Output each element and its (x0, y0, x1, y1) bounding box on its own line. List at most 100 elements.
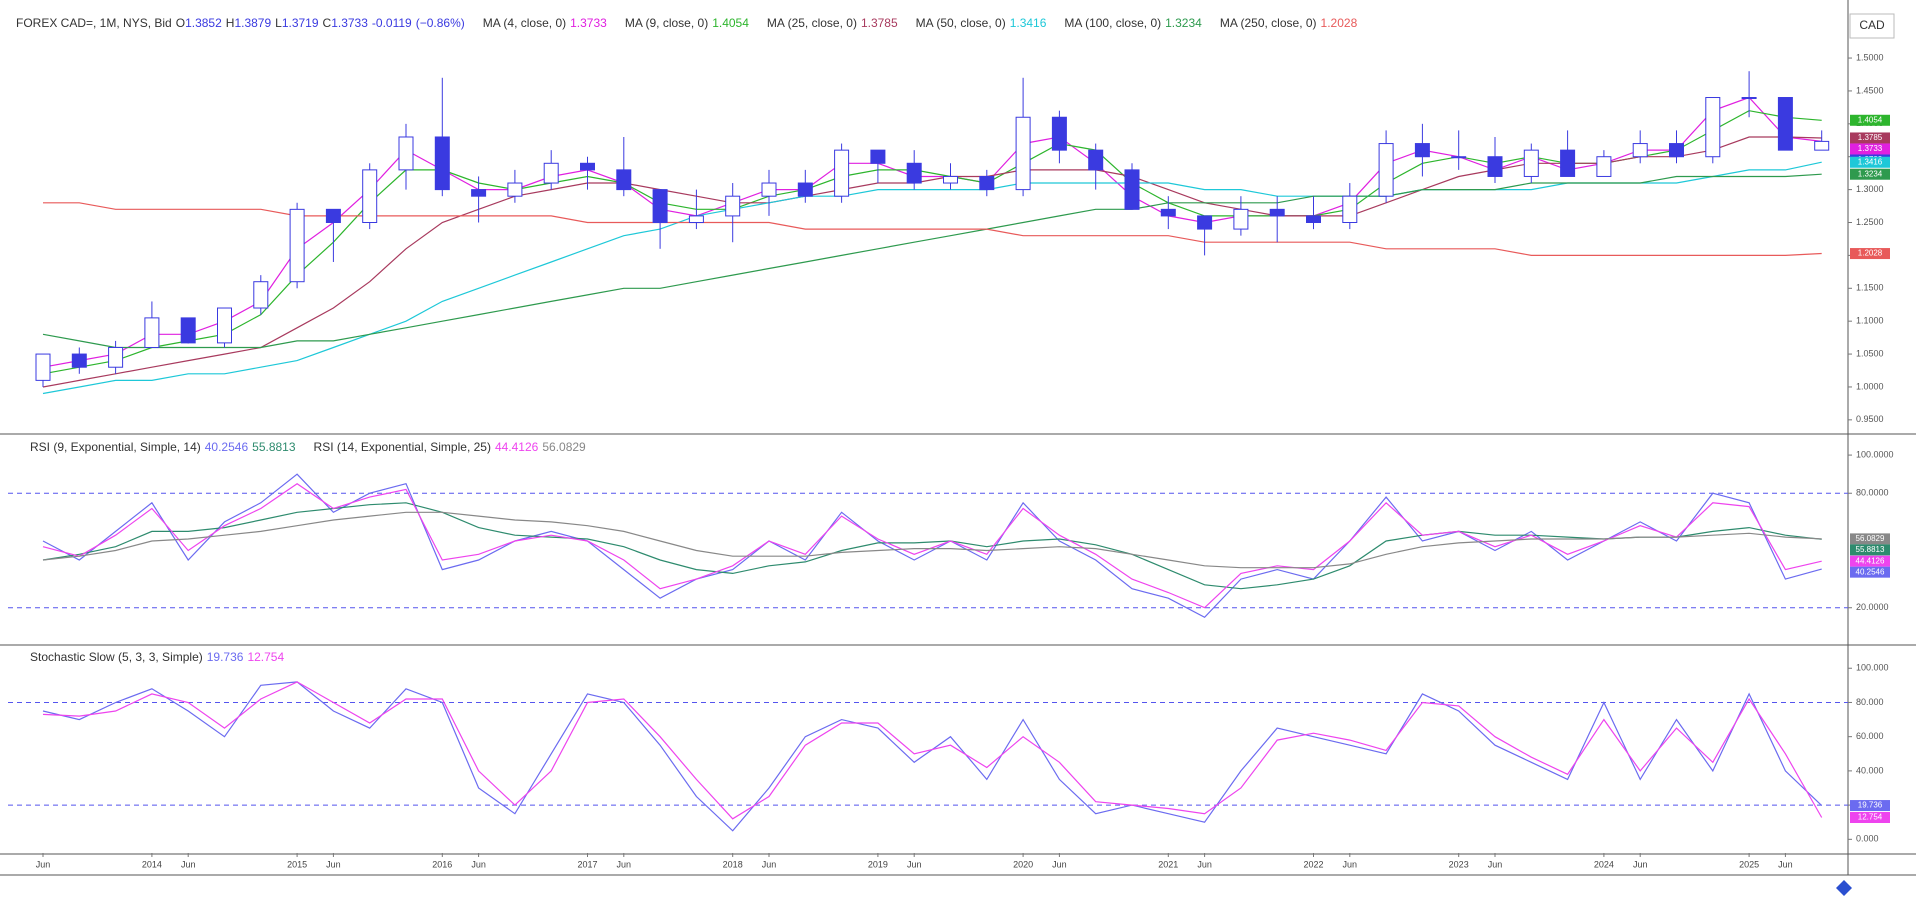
y-tick-label: 1.0000 (1856, 381, 1884, 391)
value-badge (1850, 555, 1890, 567)
legend-name: RSI (14, Exponential, Simple, 25) (313, 440, 491, 454)
legend-value: 44.4126 (494, 440, 539, 454)
panel-header: FOREX CAD=, 1M, NYS, Bid O1.3852 H1.3879 L1… (16, 16, 1361, 30)
currency: CAD (1859, 18, 1885, 32)
value-badge-label: 1.3733 (1858, 144, 1883, 153)
ohlc-value: 1.3719 (281, 16, 319, 30)
legend-value: 40.2546 (204, 440, 249, 454)
candle-body (1051, 116, 1067, 151)
candle-body (1015, 116, 1031, 191)
value-badge (1850, 800, 1890, 812)
candle-body (398, 136, 414, 171)
series-line (42, 502, 1822, 590)
candle-body (1487, 156, 1503, 177)
y-tick-label: 1.0500 (1856, 348, 1884, 358)
candle-body (943, 175, 958, 184)
value-badge (1850, 114, 1890, 126)
value-badge-label: 56.0829 (1856, 534, 1885, 543)
value-badge-label: 1.4054 (1858, 115, 1883, 124)
candle-body (1160, 208, 1176, 217)
candle-body (289, 208, 305, 283)
legend-value: 12.754 (247, 650, 285, 664)
candle-body (1741, 97, 1757, 100)
legend-name: MA (100, close, 0) (1064, 16, 1162, 30)
panel-header: Stochastic Slow (5, 3, 3, Simple) 19.736 1… (16, 650, 288, 664)
series-line (42, 681, 1823, 820)
x-tick-label: 2025 (1739, 859, 1759, 869)
value-badge (1850, 544, 1890, 556)
candle-body (71, 353, 87, 368)
x-tick-label: 2022 (1303, 859, 1323, 869)
y-tick-label: 1.2500 (1856, 217, 1884, 227)
y-tick-label: 1.1000 (1856, 316, 1884, 326)
legend-value: 1.3234 (1165, 16, 1202, 30)
ohlc-label: L (275, 16, 282, 30)
legend-value: 1.2028 (1320, 16, 1358, 30)
legend-value: 56.0829 (542, 440, 586, 454)
series-line (42, 173, 1822, 349)
candle-body (434, 136, 450, 191)
x-tick-label: Jun (1633, 859, 1648, 869)
currency-box (1849, 13, 1895, 39)
x-tick-label: Jun (1197, 859, 1212, 869)
candle-body (1451, 156, 1467, 159)
panel-header: RSI (9, Exponential, Simple, 14) 40.2546 5… (16, 440, 590, 454)
legend-name: Stochastic Slow (5, 3, 3, Simple) (30, 650, 203, 664)
ohlc-value: 1.3879 (234, 16, 272, 30)
series-line (42, 511, 1822, 569)
legend-value: 19.736 (206, 650, 244, 664)
value-badge-label: 1.3416 (1858, 157, 1883, 166)
legend-value: 55.8813 (252, 440, 296, 454)
candle-body (1705, 97, 1721, 158)
header-title: FOREX CAD=, 1M, NYS, Bid (16, 16, 172, 30)
x-tick-label: Jun (36, 859, 51, 869)
x-tick-label: Jun (1052, 859, 1067, 869)
value-badge-label: 55.8813 (1856, 545, 1885, 554)
ohlc-value: 1.3733 (331, 16, 368, 30)
candle-body (253, 281, 269, 309)
change-pct: (−0.86%) (415, 16, 465, 30)
value-badge-label: 1.3234 (1858, 169, 1883, 178)
x-tick-label: 2014 (142, 859, 162, 869)
x-tick-label: 2017 (577, 859, 597, 869)
candle-body (1523, 149, 1539, 177)
candle-body (870, 149, 886, 164)
x-tick-label: 2015 (287, 859, 307, 869)
x-tick-label: Jun (326, 859, 341, 869)
y-tick-label: 1.3000 (1856, 184, 1884, 194)
candle-body (1777, 97, 1793, 151)
candle-body (1233, 208, 1249, 230)
value-badge-label: 44.4126 (1856, 556, 1885, 565)
value-badge-label: 1.2028 (1858, 249, 1883, 258)
candle-body (108, 346, 124, 368)
x-tick-label: Jun (617, 859, 632, 869)
x-tick-label: 2020 (1013, 859, 1033, 869)
candle-body (543, 162, 559, 184)
candle-body (761, 182, 777, 197)
candle-body (35, 353, 51, 381)
candle-body (1124, 169, 1140, 210)
x-tick-label: 2019 (868, 859, 888, 869)
candle-body (507, 182, 523, 197)
candle-body (325, 208, 341, 223)
candle-body (471, 189, 487, 197)
candle-body (616, 169, 632, 191)
y-tick-label: 1.1500 (1856, 283, 1884, 293)
candle-body (1378, 143, 1394, 197)
series-line (42, 161, 1822, 395)
ohlc-label: C (322, 16, 332, 30)
candle-body (725, 195, 741, 217)
candle-body (180, 317, 196, 344)
x-tick-label: 2024 (1594, 859, 1614, 869)
candle-body (1814, 140, 1830, 151)
y-tick-label: 60.000 (1856, 731, 1884, 741)
change: -0.0119 (371, 16, 412, 30)
legend-value: 1.3416 (1009, 16, 1047, 30)
x-tick-label: Jun (1778, 859, 1793, 869)
ohlc-label: H (225, 16, 235, 30)
value-badge-label: 19.736 (1858, 801, 1883, 810)
legend-name: MA (9, close, 0) (624, 16, 709, 30)
